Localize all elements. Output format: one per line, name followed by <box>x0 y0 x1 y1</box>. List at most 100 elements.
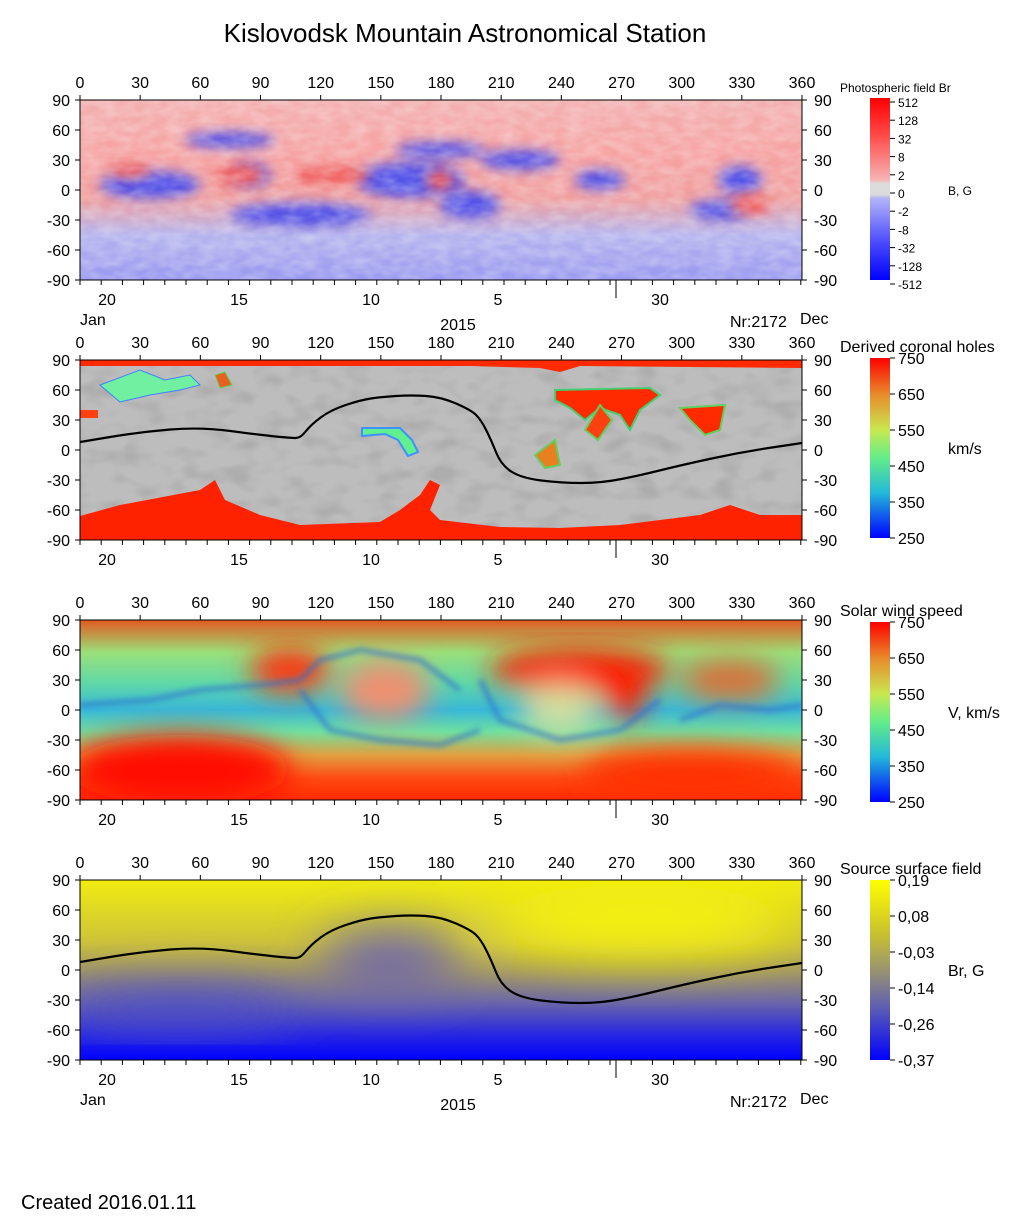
y-tick-label-left: -60 <box>47 763 70 780</box>
colorbar-title: Photospheric field Br <box>840 81 951 95</box>
colorbar-tick-label: -0,14 <box>898 981 935 998</box>
y-tick-label-left: -30 <box>47 213 70 230</box>
colorbar-tick-label: 2 <box>898 169 905 183</box>
y-tick-label-right: 60 <box>814 383 832 400</box>
colorbar-tick-label: 128 <box>898 114 918 128</box>
x-top-tick-label: 210 <box>488 75 515 92</box>
colorbar-scale <box>870 880 890 1060</box>
x-top-tick-label: 300 <box>668 595 695 612</box>
x-bottom-tick-label: 20 <box>98 292 116 309</box>
x-bottom-tick-label: 30 <box>651 292 669 309</box>
colorbar-tick-label: 350 <box>898 495 925 512</box>
colorbar-tick-label: 350 <box>898 759 925 776</box>
colorbar-tick-label: 550 <box>898 423 925 440</box>
y-tick-label-right: 0 <box>814 183 823 200</box>
y-tick-label-left: 0 <box>61 183 70 200</box>
y-tick-label-left: -90 <box>47 793 70 810</box>
y-tick-label-left: 60 <box>52 383 70 400</box>
year-label: 2015 <box>440 1097 476 1114</box>
x-top-tick-label: 330 <box>728 75 755 92</box>
x-bottom-tick-label: 30 <box>651 1072 669 1089</box>
x-top-tick-label: 270 <box>608 335 635 352</box>
month-label-end: Dec <box>800 311 828 328</box>
neutral-line <box>80 394 802 485</box>
x-bottom-tick-label: 30 <box>651 812 669 829</box>
y-tick-label-left: -30 <box>47 733 70 750</box>
y-tick-label-right: 60 <box>814 903 832 920</box>
colorbar-tick-label: -2 <box>898 205 909 219</box>
y-tick-label-right: -60 <box>814 243 837 260</box>
x-top-tick-label: 60 <box>191 335 209 352</box>
x-top-tick-label: 270 <box>608 75 635 92</box>
y-tick-label-right: -30 <box>814 993 837 1010</box>
x-top-tick-label: 0 <box>76 75 85 92</box>
colorbar-title: Derived coronal holes <box>840 339 995 356</box>
x-top-tick-label: 30 <box>131 855 149 872</box>
neutral-line <box>80 914 802 1005</box>
colorbar-tick-label: 32 <box>898 132 912 146</box>
colorbar-tick-label: 750 <box>898 615 925 632</box>
y-tick-label-left: 30 <box>52 153 70 170</box>
y-tick-label-right: 0 <box>814 963 823 980</box>
x-bottom-tick-label: 30 <box>651 552 669 569</box>
y-tick-label-right: -30 <box>814 213 837 230</box>
x-top-tick-label: 240 <box>548 335 575 352</box>
x-top-tick-label: 90 <box>252 855 270 872</box>
y-tick-label-right: -90 <box>814 1053 837 1070</box>
colorbar-unit-label: V, km/s <box>948 705 1000 722</box>
x-top-tick-label: 120 <box>307 855 334 872</box>
y-tick-label-left: -60 <box>47 503 70 520</box>
colorbar-tick-label: -0,26 <box>898 1017 935 1034</box>
colorbar-tick-label: 750 <box>898 351 925 368</box>
y-tick-label-right: -90 <box>814 793 837 810</box>
x-top-tick-label: 150 <box>367 595 394 612</box>
y-tick-label-left: 60 <box>52 123 70 140</box>
x-top-tick-label: 90 <box>252 335 270 352</box>
x-top-tick-label: 360 <box>789 855 816 872</box>
year-label: 2015 <box>440 317 476 334</box>
colorbar-tick-label: -8 <box>898 223 909 237</box>
x-bottom-tick-label: 10 <box>362 552 380 569</box>
colorbar-tick-label: 650 <box>898 387 925 404</box>
x-bottom-tick-label: 10 <box>362 812 380 829</box>
y-tick-label-right: 30 <box>814 413 832 430</box>
y-tick-label-left: 0 <box>61 443 70 460</box>
x-top-tick-label: 150 <box>367 75 394 92</box>
x-top-tick-label: 270 <box>608 595 635 612</box>
x-top-tick-label: 330 <box>728 855 755 872</box>
x-top-tick-label: 30 <box>131 595 149 612</box>
y-tick-label-right: 90 <box>814 93 832 110</box>
solar-wind-speed-map <box>80 620 802 800</box>
y-tick-label-right: -30 <box>814 733 837 750</box>
x-bottom-tick-label: 10 <box>362 1072 380 1089</box>
y-tick-label-right: -30 <box>814 473 837 490</box>
y-tick-label-left: 0 <box>61 963 70 980</box>
y-tick-label-left: 90 <box>52 613 70 630</box>
x-top-tick-label: 30 <box>131 75 149 92</box>
x-top-tick-label: 180 <box>428 855 455 872</box>
colorbar-tick-label: -512 <box>898 278 922 292</box>
x-top-tick-label: 0 <box>76 855 85 872</box>
y-tick-label-left: 90 <box>52 93 70 110</box>
x-bottom-tick-label: 20 <box>98 1072 116 1089</box>
panel-solar-wind-speed <box>79 619 803 801</box>
colorbar-tick-label: 650 <box>898 651 925 668</box>
colorbar-tick-label: 8 <box>898 151 905 165</box>
colorbar-scale <box>870 98 890 280</box>
x-bottom-tick-label: 5 <box>494 812 503 829</box>
y-tick-label-right: 30 <box>814 153 832 170</box>
colorbar-tick-label: 0,08 <box>898 909 929 926</box>
x-top-tick-label: 0 <box>76 595 85 612</box>
coronal-holes-map <box>80 360 802 540</box>
y-tick-label-left: -60 <box>47 1023 70 1040</box>
x-top-tick-label: 180 <box>428 75 455 92</box>
colorbar-tick-label: 0,19 <box>898 873 929 890</box>
x-top-tick-label: 240 <box>548 855 575 872</box>
x-top-tick-label: 330 <box>728 595 755 612</box>
